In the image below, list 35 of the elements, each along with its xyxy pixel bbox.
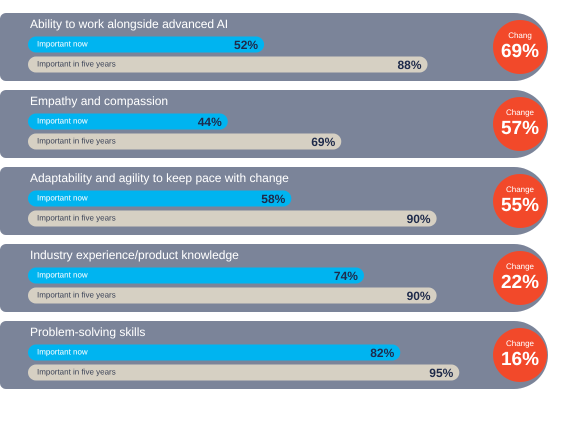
y-tick-label: Problem-solving skills [30,324,146,339]
data-label: 90% [406,288,431,303]
data-label: 69% [311,134,336,149]
series-label: Important now [37,270,88,280]
text: Important now [37,40,88,49]
text: Important in five years [37,136,116,146]
bar [28,364,460,381]
text: Important in five years [37,60,116,69]
text: Important in five years [37,214,116,223]
series-label: Important in five years [37,290,116,300]
bar [28,210,437,227]
bar [28,288,437,304]
y-tick-label: Ability to work alongside advanced AI [30,16,228,31]
text: Important now [37,116,88,126]
data-label: 82% [370,346,395,360]
bar [28,113,228,130]
bar [28,344,400,360]
bar [28,267,364,284]
data-label: 88% [397,58,422,72]
y-tick-label: Empathy and compassion [30,94,168,108]
data-label: 52% [234,38,258,52]
data-label: 58% [261,192,286,206]
y-tick-label: Industry experience/product knowledge [30,248,240,262]
bar [28,56,428,73]
text: Important now [37,194,88,203]
bar [28,36,264,52]
data-label: 95% [429,366,454,380]
data-label: 90% [406,212,431,226]
data-label: 74% [334,268,358,283]
text: Important now [37,348,88,357]
bar [28,134,342,150]
text: Important in five years [37,368,116,377]
data-label: 44% [198,114,222,129]
bar [28,190,292,206]
y-tick-label: Adaptability and agility to keep pace with change [30,170,290,185]
